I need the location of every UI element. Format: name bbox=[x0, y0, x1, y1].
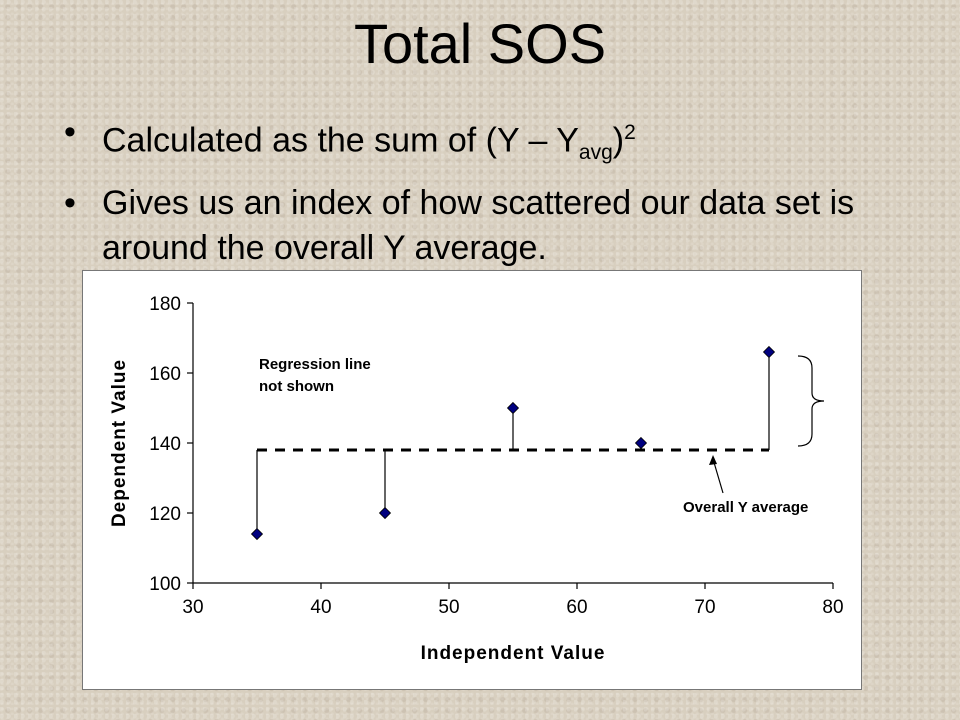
bullet-icon: • bbox=[64, 113, 76, 151]
average-pointer-head bbox=[709, 455, 717, 465]
slide-title: Total SOS bbox=[353, 12, 607, 75]
x-axis-title: Independent Value bbox=[421, 643, 606, 664]
bullet-1-subscript: avg bbox=[578, 141, 613, 165]
deviation-brace bbox=[797, 355, 825, 447]
scatter-chart: 100 120 140 160 180 30 40 50 60 70 80 Independent V… bbox=[109, 294, 844, 664]
x-tick-label: 60 bbox=[566, 597, 587, 618]
x-tick-label: 40 bbox=[310, 597, 331, 618]
y-tick-label: 120 bbox=[149, 504, 181, 525]
x-tick-label: 30 bbox=[182, 597, 203, 618]
y-tick-label: 140 bbox=[149, 434, 181, 455]
bullet-1-close: ) bbox=[612, 121, 625, 160]
bullet-list: • Calculated as the sum of (Y – Yavg)2 •… bbox=[60, 110, 920, 277]
data-point bbox=[378, 506, 392, 520]
y-tick-label: 100 bbox=[149, 574, 181, 595]
data-point bbox=[506, 401, 520, 415]
x-tick-label: 70 bbox=[694, 597, 715, 618]
regression-note-line-2: not shown bbox=[259, 378, 334, 395]
average-note: Overall Y average bbox=[683, 499, 808, 516]
y-axis-title: Dependent Value bbox=[109, 359, 130, 527]
data-point bbox=[762, 345, 776, 359]
bullet-2-text: Gives us an index of how scattered our d… bbox=[102, 184, 855, 268]
x-tick-label: 80 bbox=[822, 597, 843, 618]
regression-note-line-1: Regression line bbox=[259, 356, 371, 373]
bullet-icon: • bbox=[64, 184, 76, 223]
bullet-1-text: Calculated as the sum of (Y – Y bbox=[102, 121, 579, 160]
bullet-item-2: • Gives us an index of how scattered our… bbox=[60, 181, 920, 271]
average-pointer bbox=[712, 458, 724, 494]
data-point bbox=[250, 527, 264, 541]
bullet-item-1: • Calculated as the sum of (Y – Yavg)2 bbox=[60, 110, 920, 175]
bullet-1-superscript: 2 bbox=[624, 121, 636, 144]
data-point bbox=[634, 436, 648, 450]
x-tick-label: 50 bbox=[438, 597, 459, 618]
y-tick-label: 160 bbox=[149, 364, 181, 385]
y-tick-label: 180 bbox=[149, 294, 181, 315]
chart-area: 100 120 140 160 180 30 40 50 60 70 80 Independent V… bbox=[82, 270, 862, 690]
